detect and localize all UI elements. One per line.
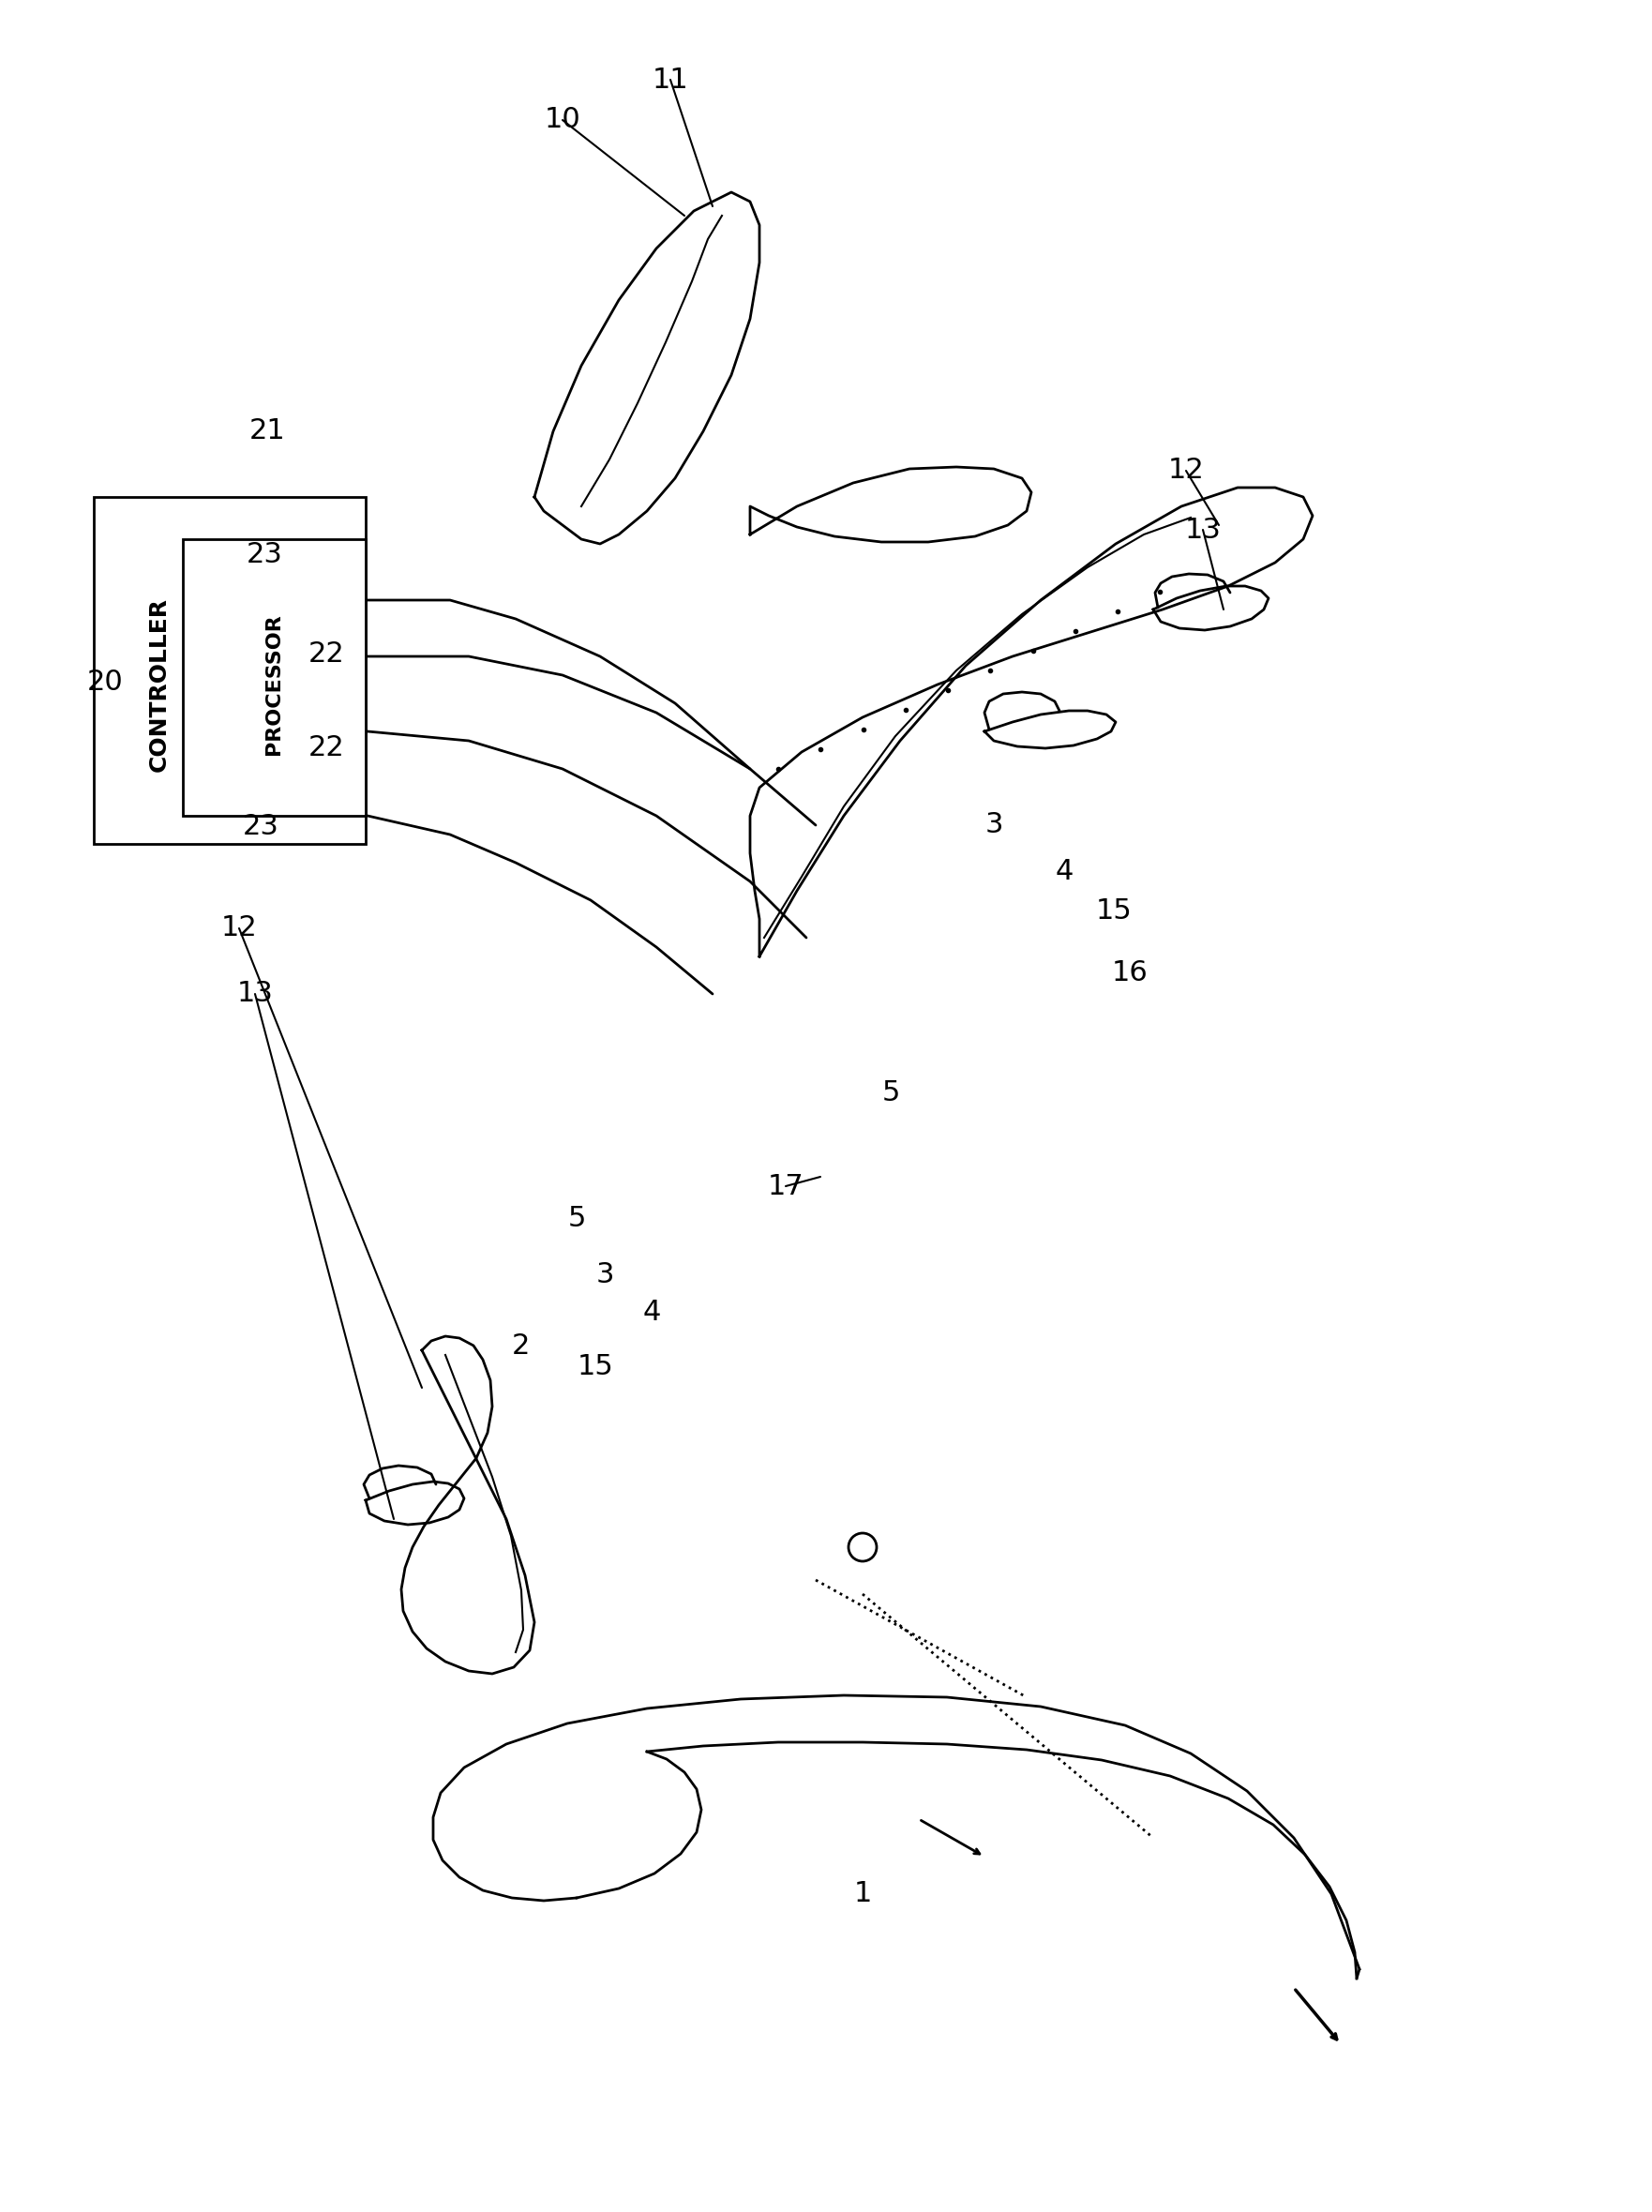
Text: 17: 17 xyxy=(768,1172,805,1199)
Text: 15: 15 xyxy=(577,1354,613,1380)
Text: 3: 3 xyxy=(985,812,1003,838)
Text: 1: 1 xyxy=(854,1880,872,1907)
Text: 16: 16 xyxy=(1112,960,1148,987)
Text: 11: 11 xyxy=(653,66,689,93)
Text: 22: 22 xyxy=(309,734,344,761)
Text: 21: 21 xyxy=(249,418,286,445)
Text: CONTROLLER: CONTROLLER xyxy=(149,597,170,772)
Text: 13: 13 xyxy=(236,980,273,1006)
Text: 3: 3 xyxy=(596,1261,615,1290)
Text: 4: 4 xyxy=(1056,858,1074,885)
Text: 23: 23 xyxy=(243,814,279,841)
Text: 22: 22 xyxy=(309,641,344,668)
Text: 12: 12 xyxy=(221,916,258,942)
Text: 20: 20 xyxy=(88,668,124,697)
Bar xyxy=(183,540,365,816)
Bar xyxy=(94,498,365,845)
Text: 5: 5 xyxy=(882,1079,900,1106)
Text: PROCESSOR: PROCESSOR xyxy=(264,615,282,754)
Text: 2: 2 xyxy=(510,1332,529,1358)
Text: 5: 5 xyxy=(568,1206,586,1232)
Text: 4: 4 xyxy=(643,1298,661,1327)
Text: 23: 23 xyxy=(246,542,282,568)
Text: 10: 10 xyxy=(545,106,582,133)
Text: 12: 12 xyxy=(1168,458,1204,484)
Text: 15: 15 xyxy=(1095,898,1132,925)
Text: 13: 13 xyxy=(1184,515,1221,544)
